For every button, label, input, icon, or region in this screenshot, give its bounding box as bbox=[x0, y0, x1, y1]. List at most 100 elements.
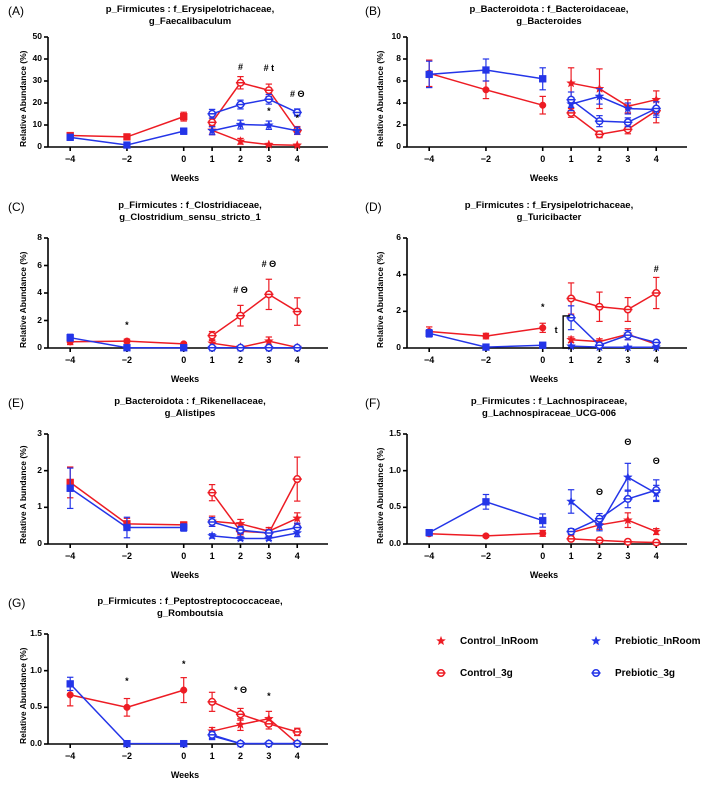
panel-title-line-1: p_Firmicutes : f_Erysipelotrichaceae, bbox=[105, 4, 275, 15]
x-axis-label: Weeks bbox=[529, 570, 559, 580]
legend-label: Prebiotic_InRoom bbox=[615, 635, 701, 647]
y-tick-label: 2 bbox=[396, 305, 401, 316]
panel-label-d: (D) bbox=[365, 200, 382, 214]
x-axis-label: Weeks bbox=[170, 770, 200, 780]
y-tick-label: 1 bbox=[37, 501, 42, 512]
panel-title-b: p_Bacteroidota : f_Bacteroidaceae, g_Bact… bbox=[405, 4, 693, 28]
y-tick-label: 0.5 bbox=[389, 501, 401, 512]
y-tick-label: 2 bbox=[37, 314, 42, 325]
x-tick-label: −2 bbox=[480, 154, 492, 164]
x-tick-label: 2 bbox=[596, 355, 602, 365]
legend-item-control-3g[interactable]: Control_3g bbox=[430, 664, 513, 682]
panel-title-line-1: p_Firmicutes : f_Clostridiaceae, bbox=[118, 200, 262, 211]
panel-title-line-2: g_Clostridium_sensu_stricto_1 bbox=[119, 212, 261, 223]
x-tick-label: 4 bbox=[294, 551, 300, 561]
significance-marker: # Θ bbox=[233, 285, 248, 296]
panel-label-a: (A) bbox=[8, 4, 24, 18]
bracket-label: t bbox=[554, 324, 558, 335]
x-tick-label: −2 bbox=[480, 551, 492, 561]
panel-label-b: (B) bbox=[365, 4, 381, 18]
significance-marker: * bbox=[295, 112, 299, 123]
legend-item-prebiotic-inroom[interactable]: Prebiotic_InRoom bbox=[585, 632, 701, 650]
x-tick-label: −2 bbox=[121, 154, 133, 164]
x-axis-label: Weeks bbox=[170, 173, 200, 183]
x-tick-label: 3 bbox=[266, 355, 272, 365]
panel-title-line-2: g_Lachnospiraceae_UCG-006 bbox=[481, 408, 617, 419]
x-tick-label: 4 bbox=[653, 154, 659, 164]
x-tick-label: 1 bbox=[209, 355, 215, 365]
y-tick-label: 6 bbox=[396, 232, 401, 242]
panel-a: (A) p_Firmicutes : f_Erysipelotrichaceae,… bbox=[0, 0, 358, 190]
y-tick-label: 1.5 bbox=[30, 628, 42, 638]
legend-label: Control_3g bbox=[460, 667, 513, 679]
y-tick-label: 0 bbox=[396, 141, 401, 151]
x-tick-label: 0 bbox=[540, 355, 546, 365]
y-tick-label: 10 bbox=[32, 119, 42, 129]
panel-title-line-1: p_Bacteroidota : f_Bacteroidaceae, bbox=[469, 4, 629, 15]
panel-b: (B) p_Bacteroidota : f_Bacteroidaceae, g_B… bbox=[357, 0, 715, 190]
panel-title-line-2: g_Romboutsia bbox=[157, 608, 223, 619]
y-tick-label: 6 bbox=[396, 75, 401, 85]
theta-icon bbox=[591, 668, 601, 678]
x-tick-label: −4 bbox=[424, 551, 435, 561]
x-tick-label: 0 bbox=[181, 751, 187, 761]
y-tick-label: 4 bbox=[396, 268, 401, 279]
y-tick-label: 50 bbox=[32, 31, 42, 41]
y-tick-label: 4 bbox=[37, 287, 42, 297]
panel-label-e: (E) bbox=[8, 396, 24, 410]
x-tick-label: 2 bbox=[596, 551, 602, 561]
x-tick-label: 2 bbox=[596, 154, 602, 164]
panel-title-e: p_Bacteroidota : f_Rikenellaceae, g_Alist… bbox=[46, 396, 334, 420]
panel-title-f: p_Firmicutes : f_Lachnospiraceae, g_Lachn… bbox=[405, 396, 693, 420]
x-axis-label: Weeks bbox=[170, 374, 200, 384]
significance-marker: * bbox=[267, 691, 271, 701]
x-tick-label: −4 bbox=[65, 551, 76, 561]
y-tick-label: 40 bbox=[32, 53, 42, 63]
significance-marker: * bbox=[181, 658, 186, 669]
x-tick-label: 3 bbox=[266, 154, 272, 164]
x-tick-label: 4 bbox=[294, 355, 300, 365]
y-tick-label: 8 bbox=[396, 53, 401, 63]
x-tick-label: 3 bbox=[625, 154, 631, 164]
plot-area-f bbox=[403, 433, 687, 548]
significance-marker: # bbox=[237, 62, 243, 73]
x-tick-label: −2 bbox=[480, 355, 492, 365]
x-tick-label: 3 bbox=[625, 355, 631, 365]
theta-icon bbox=[436, 668, 446, 678]
x-tick-label: 0 bbox=[540, 551, 546, 561]
panel-title-line-1: p_Firmicutes : f_Peptostreptococcaceae, bbox=[97, 596, 283, 607]
panel-title-line-1: p_Firmicutes : f_Lachnospiraceae, bbox=[470, 396, 628, 407]
x-axis-label: Weeks bbox=[170, 570, 200, 580]
x-tick-label: 3 bbox=[625, 551, 631, 561]
panel-g: (G) p_Firmicutes : f_Peptostreptococcacea… bbox=[0, 592, 358, 786]
x-tick-label: 2 bbox=[237, 551, 243, 561]
x-tick-label: 4 bbox=[653, 355, 659, 365]
panel-title-line-2: g_Turicibacter bbox=[516, 212, 582, 223]
y-tick-label: 6 bbox=[37, 259, 42, 270]
legend-item-control-inroom[interactable]: Control_InRoom bbox=[430, 632, 538, 650]
x-tick-label: 4 bbox=[653, 551, 659, 561]
y-tick-label: 3 bbox=[37, 428, 42, 438]
x-tick-label: 0 bbox=[181, 551, 187, 561]
y-tick-label: 1.0 bbox=[30, 664, 42, 675]
y-tick-label: 0 bbox=[37, 538, 42, 548]
y-tick-label: 0 bbox=[37, 141, 42, 151]
panel-title-line-1: p_Bacteroidota : f_Rikenellaceae, bbox=[114, 396, 266, 407]
y-tick-label: 0 bbox=[396, 342, 401, 352]
panel-c: (C) p_Firmicutes : f_Clostridiaceae, g_Clo… bbox=[0, 196, 358, 386]
x-tick-label: 1 bbox=[209, 751, 215, 761]
panel-title-c: p_Firmicutes : f_Clostridiaceae, g_Clostr… bbox=[46, 200, 334, 224]
legend-item-prebiotic-3g[interactable]: Prebiotic_3g bbox=[585, 664, 675, 682]
star-icon bbox=[591, 635, 601, 646]
panel-title-line-2: g_Bacteroides bbox=[516, 16, 582, 27]
x-tick-label: −4 bbox=[424, 355, 435, 365]
y-tick-label: 2 bbox=[37, 464, 42, 475]
y-tick-label: 0.0 bbox=[30, 738, 42, 748]
panel-d: (D) p_Firmicutes : f_Erysipelotrichaceae,… bbox=[357, 196, 715, 386]
significance-marker: # t bbox=[263, 63, 275, 74]
panel-title-line-2: g_Faecalibaculum bbox=[148, 16, 232, 27]
y-tick-label: 0.0 bbox=[389, 538, 401, 548]
significance-marker: Θ bbox=[652, 455, 660, 466]
x-tick-label: 1 bbox=[209, 154, 215, 164]
panel-title-d: p_Firmicutes : f_Erysipelotrichaceae, g_T… bbox=[405, 200, 693, 224]
